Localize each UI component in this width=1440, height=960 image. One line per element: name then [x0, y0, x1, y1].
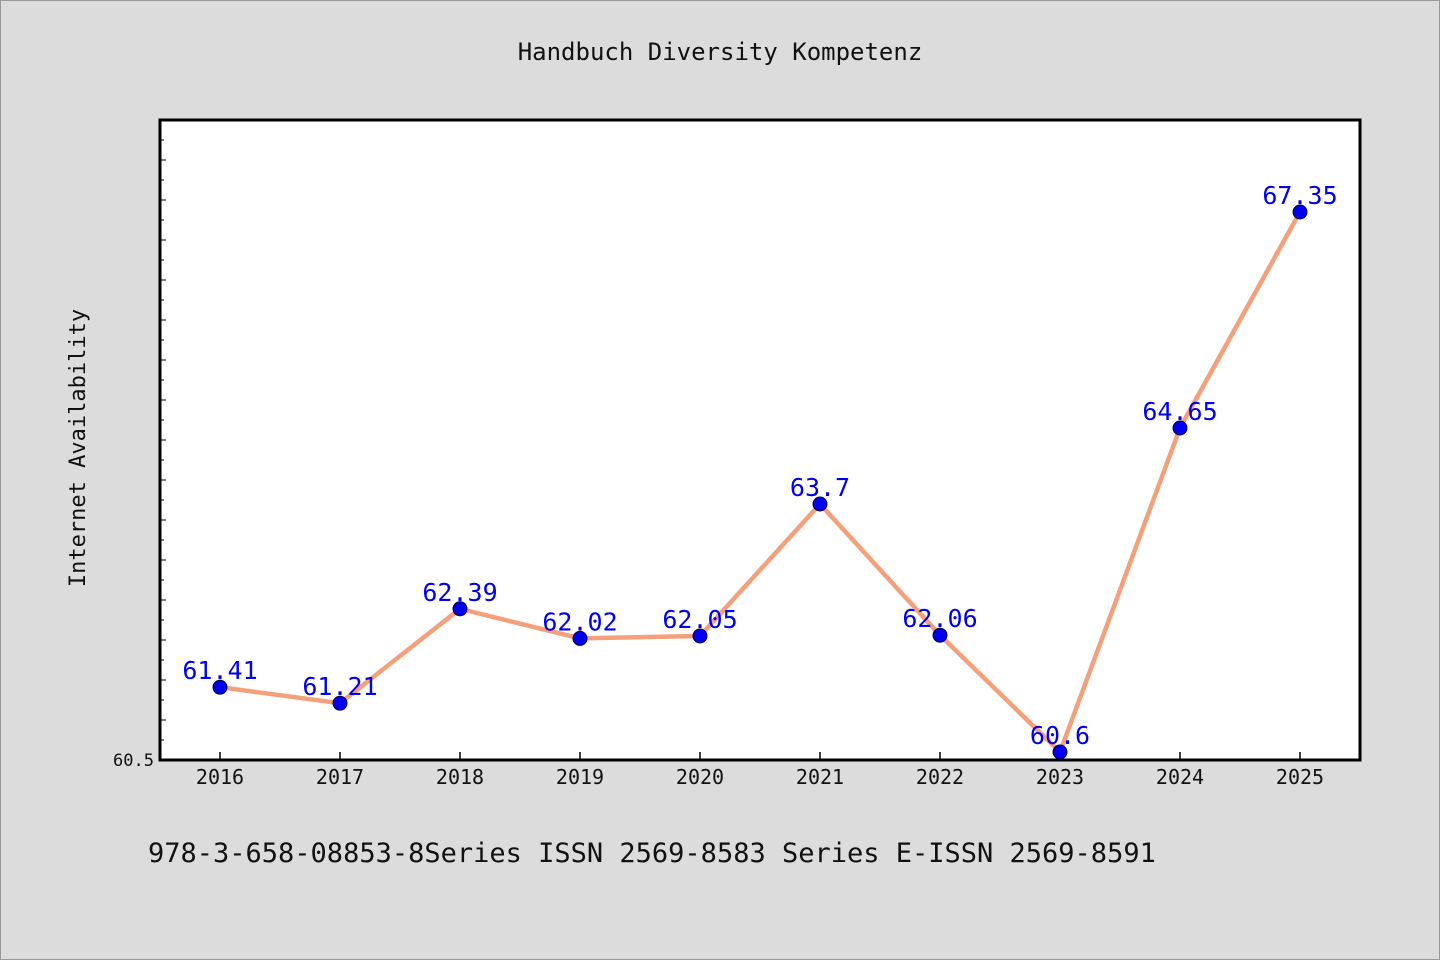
- data-point: [812, 496, 828, 512]
- data-point: [572, 630, 588, 646]
- x-tick-label: 2018: [436, 765, 484, 789]
- data-label: 67.35: [1262, 181, 1337, 210]
- plot-area: [158, 118, 1362, 762]
- data-label: 64.65: [1142, 397, 1217, 426]
- data-point: [692, 628, 708, 644]
- x-tick-label: 2021: [796, 765, 844, 789]
- x-tick-label: 2022: [916, 765, 964, 789]
- x-tick-label: 2017: [316, 765, 364, 789]
- data-point: [932, 627, 948, 643]
- x-tick-label: 2025: [1276, 765, 1324, 789]
- y-axis-label: Internet Availability: [66, 309, 91, 587]
- x-tick-label: 2019: [556, 765, 604, 789]
- x-axis-ticks: [219, 752, 1301, 760]
- data-label: 62.39: [422, 578, 497, 607]
- x-tick-label: 2016: [196, 765, 244, 789]
- x-tick-label: 2023: [1036, 765, 1084, 789]
- data-label: 62.02: [542, 607, 617, 636]
- footer-text: 978-3-658-08853-8Series ISSN 2569-8583 S…: [148, 838, 1156, 869]
- data-label: 63.7: [790, 473, 850, 502]
- series-line: [219, 210, 1302, 755]
- data-point: [1052, 744, 1068, 760]
- y-tick-label: 60.5: [113, 751, 154, 771]
- series-line-group: [219, 210, 1302, 755]
- data-point: [212, 679, 228, 695]
- series-markers: [212, 204, 1308, 760]
- data-label: 62.05: [662, 605, 737, 634]
- data-point: [452, 601, 468, 617]
- data-point: [1292, 204, 1308, 220]
- data-point: [1172, 420, 1188, 436]
- x-tick-label: 2024: [1156, 765, 1204, 789]
- data-point: [332, 695, 348, 711]
- x-axis-tick-labels: 2016 2017 2018 2019 2020 2021 2022 2023 2024 2025: [196, 765, 1324, 789]
- data-labels: 61.41 61.21 62.39 62.02 62.05 63.7 62.06 60.6 64…: [182, 181, 1337, 750]
- x-tick-label: 2020: [676, 765, 724, 789]
- y-axis-ticks: [160, 139, 166, 761]
- data-label: 61.21: [302, 672, 377, 701]
- data-label: 62.06: [902, 604, 977, 633]
- chart-title: Handbuch Diversity Kompetenz: [518, 38, 923, 66]
- data-label: 60.6: [1030, 721, 1090, 750]
- data-label: 61.41: [182, 656, 257, 685]
